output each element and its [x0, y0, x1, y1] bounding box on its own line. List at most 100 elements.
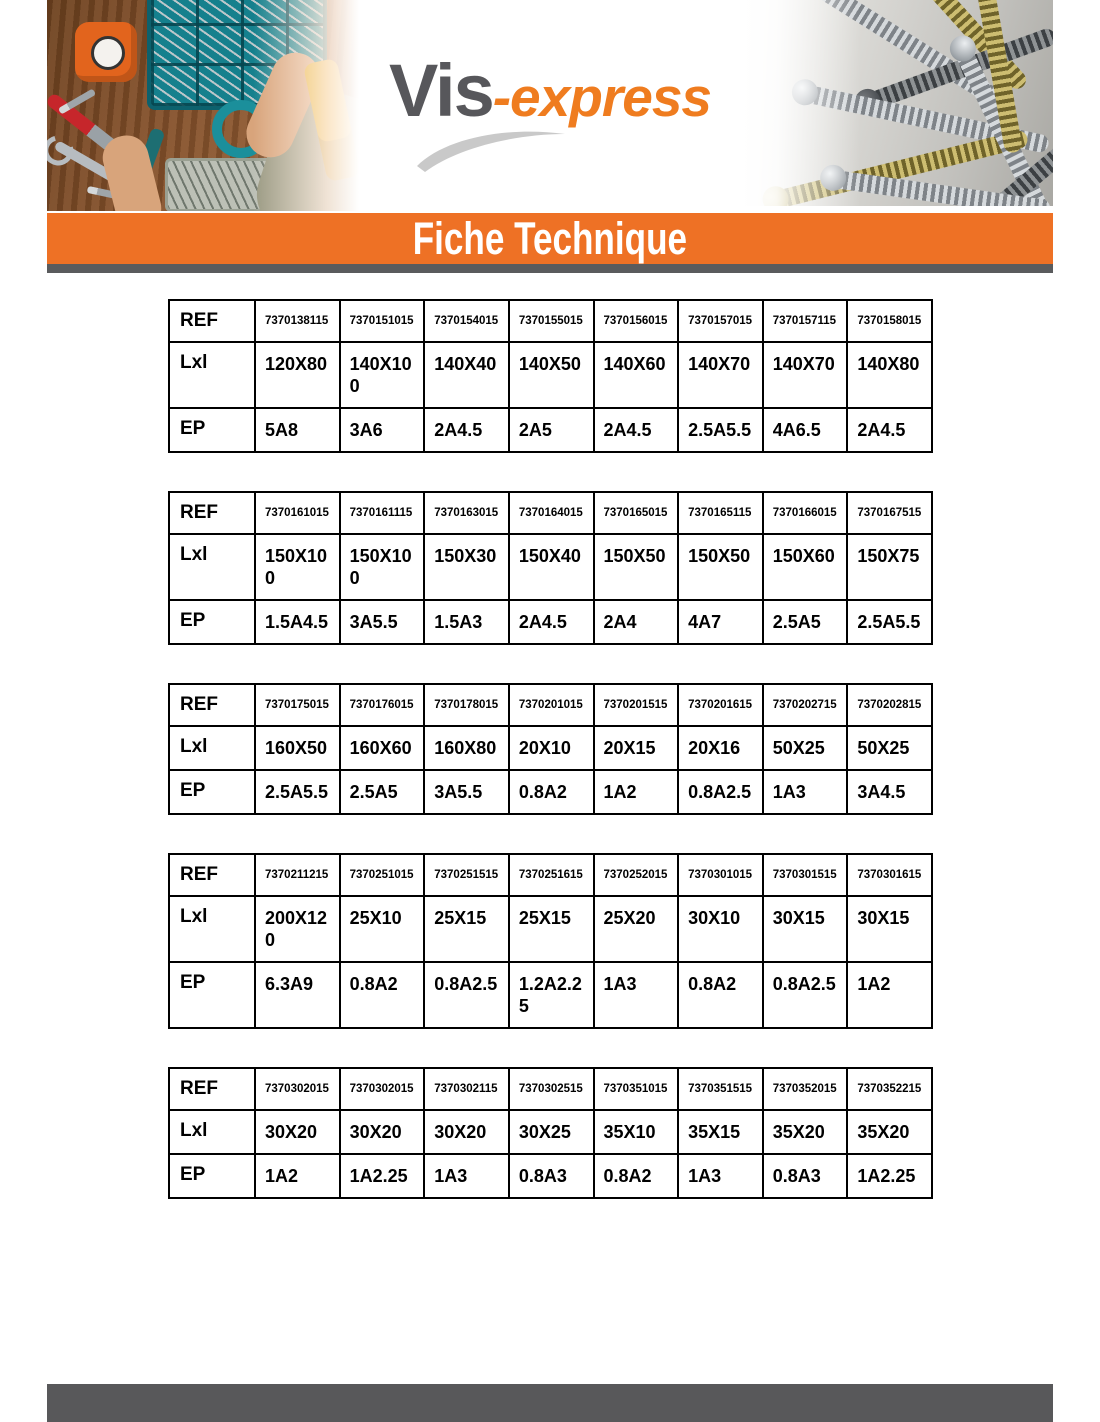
lxl-value-cell: 25X15: [423, 895, 510, 963]
lxl-value-cell: 140X50: [507, 341, 595, 409]
ep-value-cell: 1.5A4.5: [254, 599, 341, 645]
ep-value-cell: 3A5.5: [423, 769, 510, 815]
ep-value-cell: 0.8A2: [592, 1153, 680, 1199]
lxl-value-cell: 160X80: [423, 725, 510, 771]
row-label-ep: EP: [168, 769, 256, 815]
ref-value-cell: 7370157115: [761, 299, 849, 343]
table-row-ep: EP 2.5A5.5 2.5A5 3A5.5 0.8A2 1A2 0.8A2.5 1A3 3A4…: [168, 769, 933, 815]
spec-table-2: REF 7370161015 7370161115 7370163015 7370164…: [168, 491, 933, 645]
logo-swoosh-icon: [417, 131, 565, 172]
lxl-value-cell: 140X60: [592, 341, 680, 409]
lxl-value-cell: 140X100: [338, 341, 426, 409]
lxl-value-cell: 150X30: [423, 533, 510, 601]
logo-express-text: -express: [492, 66, 712, 128]
table-row-ref: REF 7370211215 7370251015 7370251515 7370251…: [168, 853, 933, 897]
lxl-value-cell: 150X40: [507, 533, 595, 601]
ref-value-cell: 7370202815: [846, 683, 933, 727]
ep-value-cell: 3A4.5: [846, 769, 933, 815]
spec-table-1: REF 7370138115 7370151015 7370154015 7370155…: [168, 299, 933, 453]
ep-value-cell: 0.8A2: [677, 961, 764, 1029]
ref-value-cell: 7370201015: [507, 683, 595, 727]
row-label-ref: REF: [168, 491, 256, 535]
table-row-ep: EP 6.3A9 0.8A2 0.8A2.5 1.2A2.25 1A3 0.8A2 0.8A2…: [168, 961, 933, 1029]
row-label-ep: EP: [168, 961, 256, 1029]
ep-value-cell: 1A2: [846, 961, 933, 1029]
ref-value-cell: 7370351515: [677, 1067, 764, 1111]
ref-value-cell: 7370161115: [338, 491, 426, 535]
screws-pile-photo: [741, 0, 1053, 206]
spec-table-5: REF 7370302015 7370302015 7370302115 7370302…: [168, 1067, 933, 1199]
lxl-value-cell: 120X80: [254, 341, 341, 409]
spec-table-3: REF 7370175015 7370176015 7370178015 7370201…: [168, 683, 933, 815]
table-row-ep: EP 1A2 1A2.25 1A3 0.8A3 0.8A2 1A3 0.8A3 1A2.25: [168, 1153, 933, 1199]
lxl-value-cell: 25X10: [338, 895, 426, 963]
photo-fade-overlay: [741, 0, 860, 206]
ep-value-cell: 3A5.5: [338, 599, 426, 645]
ep-value-cell: 0.8A3: [761, 1153, 849, 1199]
table-row-ref: REF 7370138115 7370151015 7370154015 7370155…: [168, 299, 933, 343]
ref-value-cell: 7370158015: [846, 299, 933, 343]
ref-value-cell: 7370163015: [423, 491, 510, 535]
lxl-value-cell: 30X15: [761, 895, 849, 963]
logo-wordmark: Vis-express: [359, 48, 741, 133]
ref-value-cell: 7370251615: [507, 853, 595, 897]
ep-value-cell: 2.5A5: [338, 769, 426, 815]
ref-value-cell: 7370302515: [507, 1067, 595, 1111]
row-label-ref: REF: [168, 299, 256, 343]
ep-value-cell: 1A3: [423, 1153, 510, 1199]
lxl-value-cell: 140X80: [846, 341, 933, 409]
ep-value-cell: 2.5A5.5: [677, 407, 764, 453]
vis-express-logo: Vis-express: [359, 0, 741, 211]
ep-value-cell: 3A6: [338, 407, 426, 453]
ep-value-cell: 0.8A2: [338, 961, 426, 1029]
ref-value-cell: 7370351015: [592, 1067, 680, 1111]
ref-value-cell: 7370352215: [846, 1067, 933, 1111]
table-row-ref: REF 7370175015 7370176015 7370178015 7370201…: [168, 683, 933, 727]
ref-value-cell: 7370302115: [423, 1067, 510, 1111]
ref-value-cell: 7370301015: [677, 853, 764, 897]
table-row-ep: EP 5A8 3A6 2A4.5 2A5 2A4.5 2.5A5.5 4A6.5 2A4.5: [168, 407, 933, 453]
header: Vis-express: [0, 0, 1100, 212]
ep-value-cell: 0.8A2.5: [677, 769, 764, 815]
ep-value-cell: 6.3A9: [254, 961, 341, 1029]
table-row-lxl: Lxl 160X50 160X60 160X80 20X10 20X15 20X16 50X2…: [168, 725, 933, 771]
ep-value-cell: 2.5A5.5: [254, 769, 341, 815]
lxl-value-cell: 30X20: [338, 1109, 426, 1155]
ref-value-cell: 7370211215: [254, 853, 341, 897]
table-row-ep: EP 1.5A4.5 3A5.5 1.5A3 2A4.5 2A4 4A7 2.5A5 2.5A5…: [168, 599, 933, 645]
lxl-value-cell: 35X20: [846, 1109, 933, 1155]
ep-value-cell: 1A3: [761, 769, 849, 815]
row-label-lxl: Lxl: [168, 725, 256, 771]
lxl-value-cell: 25X15: [507, 895, 595, 963]
lxl-value-cell: 50X25: [761, 725, 849, 771]
ref-value-cell: 7370302015: [338, 1067, 426, 1111]
ref-value-cell: 7370138115: [254, 299, 341, 343]
footer-bar: [47, 1384, 1053, 1422]
row-label-lxl: Lxl: [168, 533, 256, 601]
ref-value-cell: 7370165015: [592, 491, 680, 535]
lxl-value-cell: 140X70: [761, 341, 849, 409]
page-title: Fiche Technique: [412, 212, 688, 264]
ref-value-cell: 7370252015: [592, 853, 680, 897]
ep-value-cell: 2A4.5: [846, 407, 933, 453]
ep-value-cell: 2A4.5: [507, 599, 595, 645]
ep-value-cell: 0.8A3: [507, 1153, 595, 1199]
ep-value-cell: 1.5A3: [423, 599, 510, 645]
row-label-ref: REF: [168, 853, 256, 897]
lxl-value-cell: 35X20: [761, 1109, 849, 1155]
ref-value-cell: 7370201515: [592, 683, 680, 727]
lxl-value-cell: 140X40: [423, 341, 510, 409]
lxl-value-cell: 30X20: [254, 1109, 341, 1155]
ep-value-cell: 2A4.5: [592, 407, 680, 453]
ref-value-cell: 7370166015: [761, 491, 849, 535]
table-row-ref: REF 7370161015 7370161115 7370163015 7370164…: [168, 491, 933, 535]
table-row-lxl: Lxl 120X80 140X100 140X40 140X50 140X60 140X70…: [168, 341, 933, 409]
ep-value-cell: 1A2: [254, 1153, 341, 1199]
ep-value-cell: 1A2.25: [338, 1153, 426, 1199]
ref-value-cell: 7370202715: [761, 683, 849, 727]
ref-value-cell: 7370176015: [338, 683, 426, 727]
ref-value-cell: 7370301515: [761, 853, 849, 897]
ep-value-cell: 0.8A2.5: [423, 961, 510, 1029]
lxl-value-cell: 150X75: [846, 533, 933, 601]
ep-value-cell: 2.5A5: [761, 599, 849, 645]
